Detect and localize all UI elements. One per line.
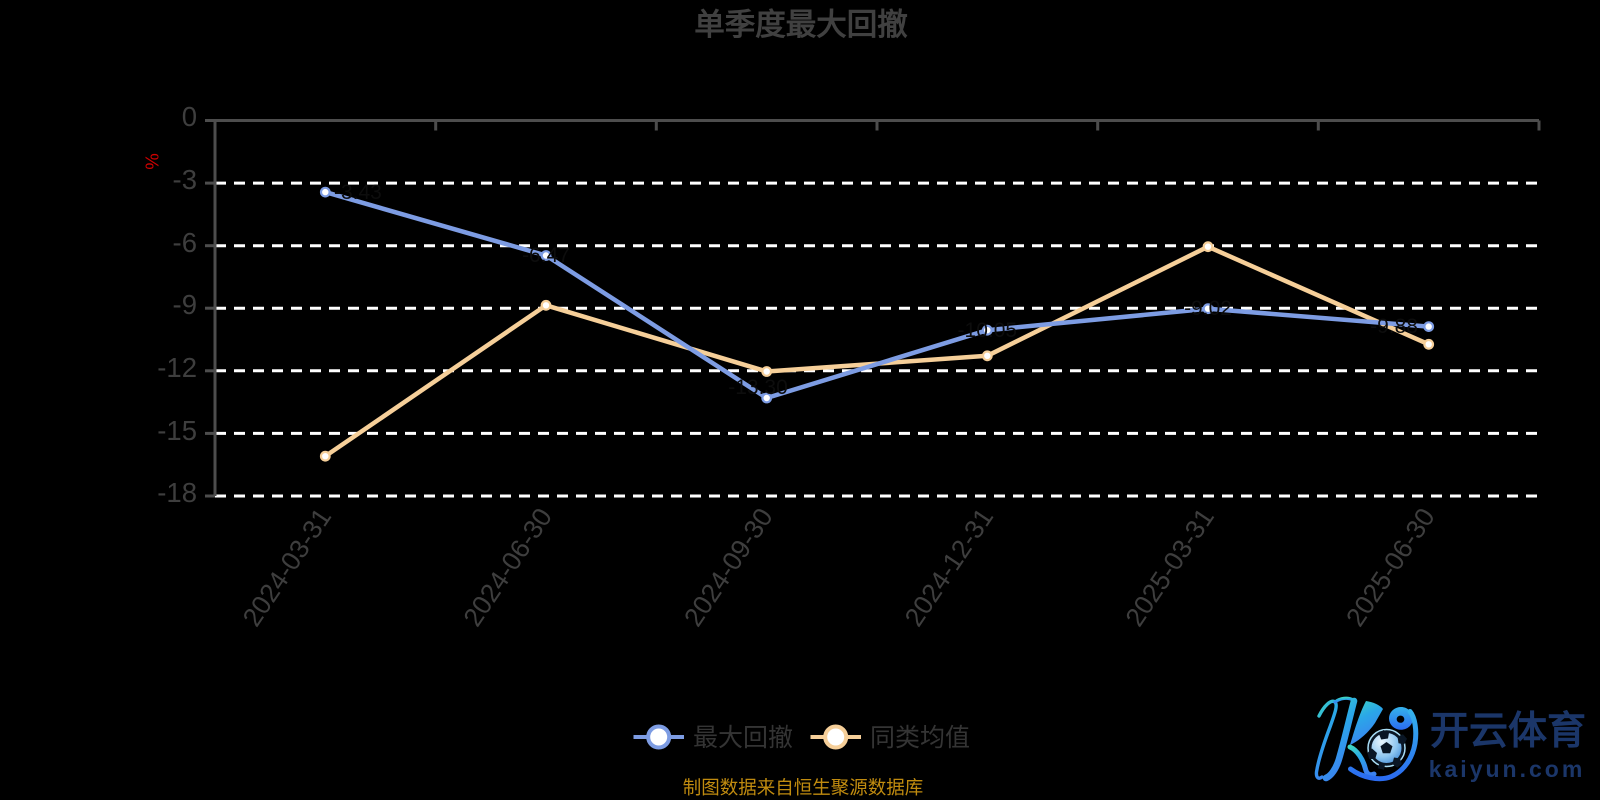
svg-text:最大回撤: 最大回撤: [693, 724, 793, 752]
svg-text:-9: -9: [173, 289, 197, 320]
svg-text:开云体育: 开云体育: [1430, 710, 1586, 753]
svg-text:-6: -6: [173, 227, 197, 258]
svg-text:%: %: [142, 153, 163, 169]
svg-text:-12: -12: [157, 352, 197, 383]
svg-text:-9.02: -9.02: [1184, 297, 1232, 320]
svg-text:-3.43: -3.43: [334, 181, 382, 204]
svg-text:单季度最大回撤: 单季度最大回撤: [694, 7, 908, 42]
svg-text:同类均值: 同类均值: [870, 724, 970, 752]
svg-text:-15: -15: [157, 415, 197, 446]
svg-text:0: 0: [182, 101, 197, 132]
svg-text:制图数据来自恒生聚源数据库: 制图数据来自恒生聚源数据库: [683, 777, 924, 798]
svg-text:-10.05: -10.05: [958, 319, 1018, 342]
svg-text:-6.47: -6.47: [522, 244, 570, 267]
svg-text:-18: -18: [157, 477, 197, 508]
svg-text:-3: -3: [173, 164, 197, 195]
svg-text:-9.88: -9.88: [1370, 315, 1418, 338]
svg-text:kaiyun.com: kaiyun.com: [1429, 756, 1586, 782]
svg-text:-13.30: -13.30: [728, 376, 788, 399]
